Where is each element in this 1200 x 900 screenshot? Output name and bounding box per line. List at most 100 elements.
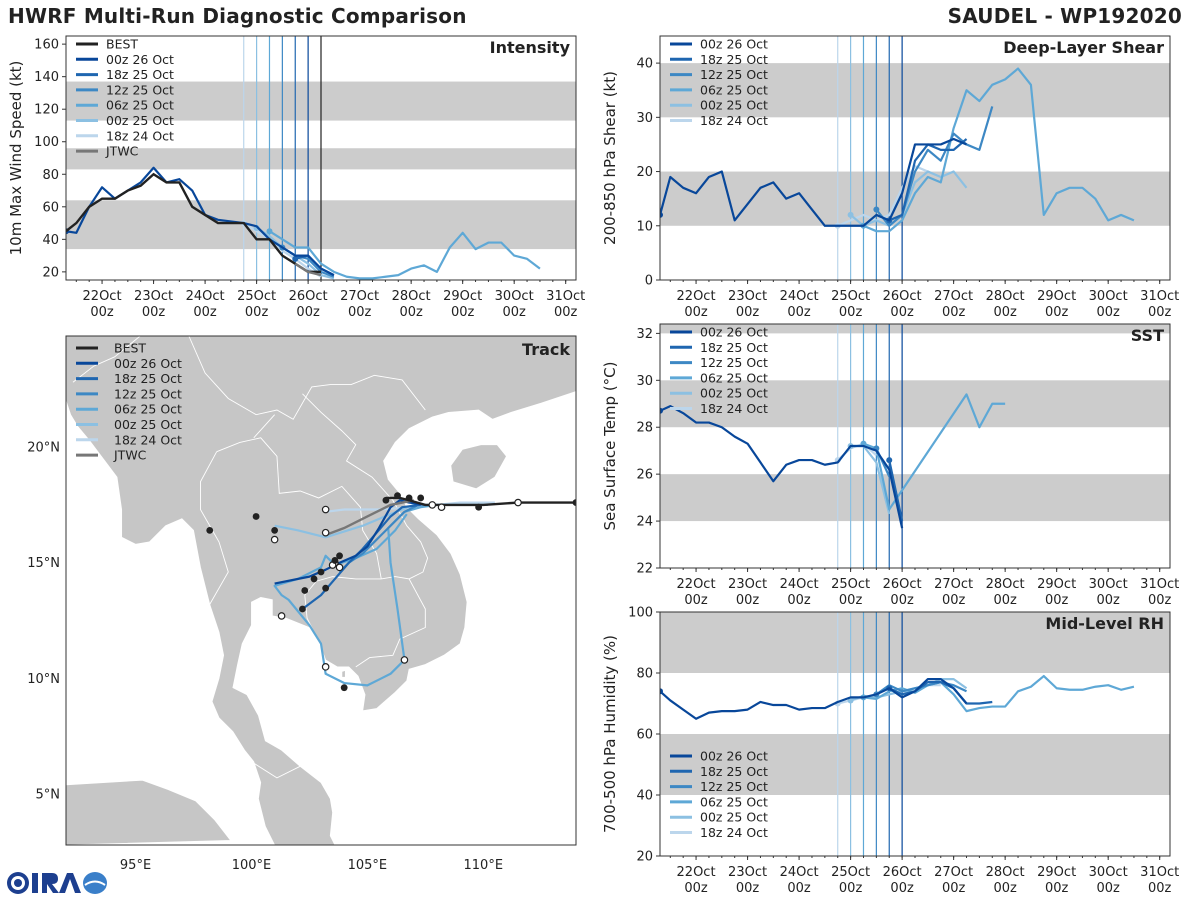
xtick-hour: 00z: [736, 305, 760, 320]
ylabel-intensity: 10m Max Wind Speed (kt): [7, 61, 25, 256]
legend-label: 18z 24 Oct: [700, 401, 768, 416]
legend-label: 06z 25 Oct: [114, 402, 182, 417]
track-point-open: [321, 505, 330, 514]
xtick-date: 25Oct: [831, 289, 870, 304]
ytick-label: 80: [636, 667, 653, 682]
panel-title-intensity: Intensity: [490, 38, 571, 57]
track-point-best: [394, 492, 401, 500]
lon-label: 100°E: [232, 858, 272, 873]
xtick-date: 29Oct: [1037, 289, 1076, 304]
lat-label: 20°N: [27, 441, 60, 456]
ytick-label: 0: [645, 274, 653, 289]
ytick-label: 24: [636, 515, 653, 530]
map-area: [66, 336, 576, 845]
track-point-best: [382, 496, 390, 504]
xtick-hour: 00z: [245, 305, 269, 320]
ytick-label: 10: [636, 219, 653, 234]
panel-title-track: Track: [522, 340, 570, 359]
xtick-date: 25Oct: [237, 289, 276, 304]
track-point-filled: [317, 568, 325, 576]
country-border-7: [200, 451, 229, 605]
xtick-date: 23Oct: [728, 577, 767, 592]
legend-label: 18z 24 Oct: [106, 128, 174, 143]
legend-label: 18z 25 Oct: [700, 52, 768, 67]
legend-label: 00z 25 Oct: [106, 113, 174, 128]
xtick-hour: 00z: [993, 593, 1017, 608]
track-point-best: [572, 499, 576, 506]
ylabel-shear: 200-850 hPa Shear (kt): [601, 71, 619, 245]
track-jtwc: [325, 499, 414, 537]
lon-label: 105°E: [348, 858, 388, 873]
country-border-3: [302, 393, 429, 580]
ylabel-rh: 700-500 hPa Humidity (%): [601, 635, 619, 833]
legend-label: 00z 25 Oct: [700, 98, 768, 113]
legend-label: 12z 25 Oct: [114, 386, 182, 401]
legend-label: 18z 24 Oct: [700, 825, 768, 840]
track-point-filled: [340, 684, 348, 692]
lon-label: 95°E: [120, 858, 151, 873]
init-marker-sst-1: [886, 457, 893, 464]
legend-label: BEST: [106, 37, 138, 52]
country-border-5: [304, 576, 382, 596]
xtick-hour: 00z: [1096, 881, 1120, 896]
track-point-filled: [310, 575, 318, 583]
legend-label: 18z 25 Oct: [700, 764, 768, 779]
ytick-label: 80: [42, 168, 59, 183]
xtick-date: 28Oct: [986, 577, 1025, 592]
init-marker-intensity-1: [292, 255, 299, 262]
series-shear-3: [863, 67, 1135, 233]
frame-track: [65, 335, 577, 846]
legend-label: 06z 25 Oct: [700, 794, 768, 809]
track-point-open: [400, 656, 409, 664]
track-point-filled: [206, 526, 214, 534]
legend-label: 18z 25 Oct: [106, 67, 174, 82]
panel-title-shear: Deep-Layer Shear: [1003, 38, 1164, 57]
legend-label: 18z 24 Oct: [700, 113, 768, 128]
xtick-date: 27Oct: [340, 289, 379, 304]
xtick-date: 28Oct: [986, 865, 1025, 880]
xtick-hour: 00z: [839, 305, 863, 320]
legend-label: 00z 25 Oct: [114, 417, 182, 432]
ytick-label: 26: [636, 468, 653, 483]
legend-label: JTWC: [105, 144, 139, 159]
panel-title-sst: SST: [1131, 326, 1164, 345]
ytick-label: 140: [34, 70, 59, 85]
xtick-date: 27Oct: [934, 577, 973, 592]
legend-label: 00z 26 Oct: [700, 749, 768, 764]
xtick-hour: 00z: [554, 305, 578, 320]
shade-band-0: [660, 171, 1170, 226]
track-point-best: [417, 494, 425, 502]
xtick-date: 24Oct: [780, 865, 819, 880]
legend-label: 18z 25 Oct: [700, 340, 768, 355]
xtick-date: 29Oct: [1037, 577, 1076, 592]
xtick-hour: 00z: [993, 305, 1017, 320]
legend-label: 00z 26 Oct: [700, 325, 768, 340]
xtick-hour: 00z: [296, 305, 320, 320]
shade-band-0: [660, 734, 1170, 795]
legend-label: 06z 25 Oct: [700, 370, 768, 385]
xtick-date: 22Oct: [83, 289, 122, 304]
xtick-hour: 00z: [1148, 593, 1172, 608]
ytick-label: 40: [42, 233, 59, 248]
track-point-open: [270, 535, 279, 544]
lat-label: 5°N: [36, 788, 61, 803]
xtick-date: 22Oct: [677, 577, 716, 592]
xtick-date: 24Oct: [780, 577, 819, 592]
land-hainan: [450, 444, 507, 490]
xtick-date: 31Oct: [1140, 289, 1179, 304]
init-marker-shear-0: [660, 211, 663, 218]
xtick-date: 23Oct: [728, 289, 767, 304]
legend-label: 06z 25 Oct: [106, 98, 174, 113]
xtick-hour: 00z: [1096, 305, 1120, 320]
storm-name: SAUDEL - WP192020: [947, 4, 1182, 28]
xtick-date: 28Oct: [392, 289, 431, 304]
xtick-date: 22Oct: [677, 289, 716, 304]
series-intensity-0: [66, 166, 335, 277]
country-border-2: [253, 414, 275, 439]
ytick-label: 28: [636, 421, 653, 436]
ytick-label: 30: [636, 111, 653, 126]
xtick-hour: 00z: [787, 593, 811, 608]
